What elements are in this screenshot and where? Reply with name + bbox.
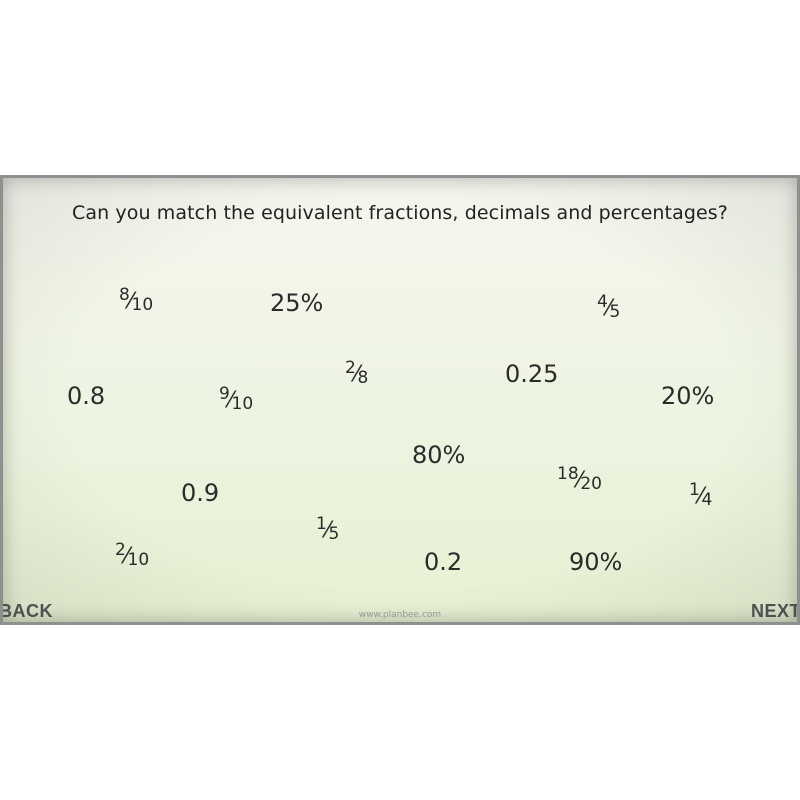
percentage-80[interactable]: 80% bbox=[412, 441, 466, 469]
fraction-slash: ⁄ bbox=[128, 289, 133, 314]
denominator: 8 bbox=[357, 368, 369, 388]
decimal-0-25[interactable]: 0.25 bbox=[505, 360, 559, 388]
back-button[interactable]: BACK bbox=[0, 601, 53, 621]
numerator: 18 bbox=[557, 464, 579, 484]
denominator: 5 bbox=[328, 524, 340, 544]
denominator: 10 bbox=[231, 394, 254, 414]
slide: Can you match the equivalent fractions, … bbox=[0, 175, 800, 625]
fraction-slash: ⁄ bbox=[325, 518, 330, 543]
footer-url: www.planbee.com bbox=[358, 610, 442, 620]
fraction-slash: ⁄ bbox=[354, 362, 359, 387]
fraction-nine-tenths[interactable]: 9⁄10 bbox=[219, 386, 254, 414]
numerator: 2 bbox=[345, 358, 356, 378]
percentage-25[interactable]: 25% bbox=[270, 289, 324, 317]
fraction-slash: ⁄ bbox=[606, 296, 611, 321]
numerator: 8 bbox=[119, 285, 130, 305]
decimal-0-9[interactable]: 0.9 bbox=[181, 479, 220, 507]
numerator: 4 bbox=[597, 292, 608, 312]
fraction-slash: ⁄ bbox=[698, 484, 703, 509]
fraction-four-fifths[interactable]: 4⁄5 bbox=[597, 294, 621, 322]
denominator: 5 bbox=[609, 302, 621, 322]
fraction-eight-tenths[interactable]: 8⁄10 bbox=[119, 287, 154, 315]
numerator: 1 bbox=[689, 480, 700, 500]
denominator: 4 bbox=[701, 490, 713, 510]
percentage-90[interactable]: 90% bbox=[569, 548, 623, 576]
percentage-20[interactable]: 20% bbox=[661, 382, 715, 410]
fraction-slash: ⁄ bbox=[577, 468, 582, 493]
numerator: 2 bbox=[115, 540, 126, 560]
question-title: Can you match the equivalent fractions, … bbox=[72, 202, 728, 224]
decimal-0-2[interactable]: 0.2 bbox=[424, 548, 463, 576]
decimal-0-8[interactable]: 0.8 bbox=[67, 382, 106, 410]
denominator: 20 bbox=[580, 474, 602, 494]
next-button[interactable]: NEXT bbox=[750, 601, 800, 621]
fraction-two-tenths[interactable]: 2⁄10 bbox=[115, 542, 150, 570]
fraction-two-eighths[interactable]: 2⁄8 bbox=[345, 360, 369, 388]
denominator: 10 bbox=[131, 295, 154, 315]
fraction-one-quarter[interactable]: 1⁄4 bbox=[689, 482, 713, 510]
numerator: 9 bbox=[219, 384, 230, 404]
fraction-eighteen-twentieths[interactable]: 18⁄20 bbox=[557, 466, 602, 494]
fraction-slash: ⁄ bbox=[124, 544, 129, 569]
denominator: 10 bbox=[127, 550, 150, 570]
numerator: 1 bbox=[316, 514, 327, 534]
fraction-slash: ⁄ bbox=[228, 388, 233, 413]
fraction-one-fifth[interactable]: 1⁄5 bbox=[316, 516, 340, 544]
